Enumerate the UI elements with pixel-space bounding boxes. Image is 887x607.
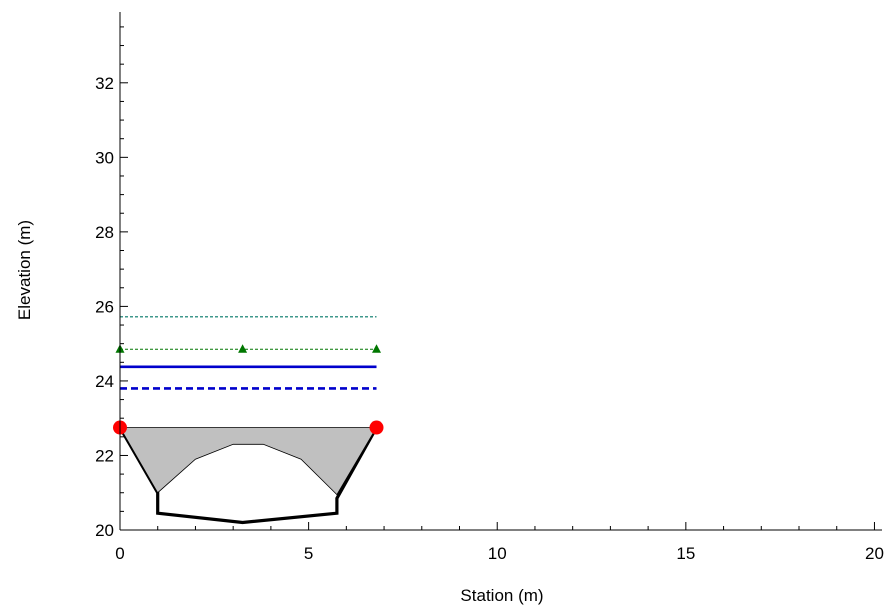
y-tick-label: 28	[95, 223, 114, 242]
plot-area	[113, 316, 384, 525]
x-axis-title: Station (m)	[460, 586, 543, 605]
filled-region	[119, 427, 378, 496]
triangle-marker	[238, 344, 248, 353]
x-tick-label: 15	[676, 544, 695, 563]
y-axis-title: Elevation (m)	[15, 220, 34, 320]
y-tick-label: 26	[95, 297, 114, 316]
x-tick-label: 5	[304, 544, 313, 563]
x-tick-label: 10	[488, 544, 507, 563]
y-tick-label: 30	[95, 148, 114, 167]
y-tick-label: 24	[95, 372, 114, 391]
triangle-marker	[372, 344, 382, 353]
x-tick-label: 0	[115, 544, 124, 563]
y-tick-label: 20	[95, 521, 114, 540]
y-tick-label: 32	[95, 74, 114, 93]
y-tick-label: 22	[95, 446, 114, 465]
bank-point-marker	[369, 420, 384, 435]
axes: 0 5 10 15 20 20 22 24 26 28 30 32	[95, 12, 884, 563]
x-tick-label: 20	[865, 544, 884, 563]
